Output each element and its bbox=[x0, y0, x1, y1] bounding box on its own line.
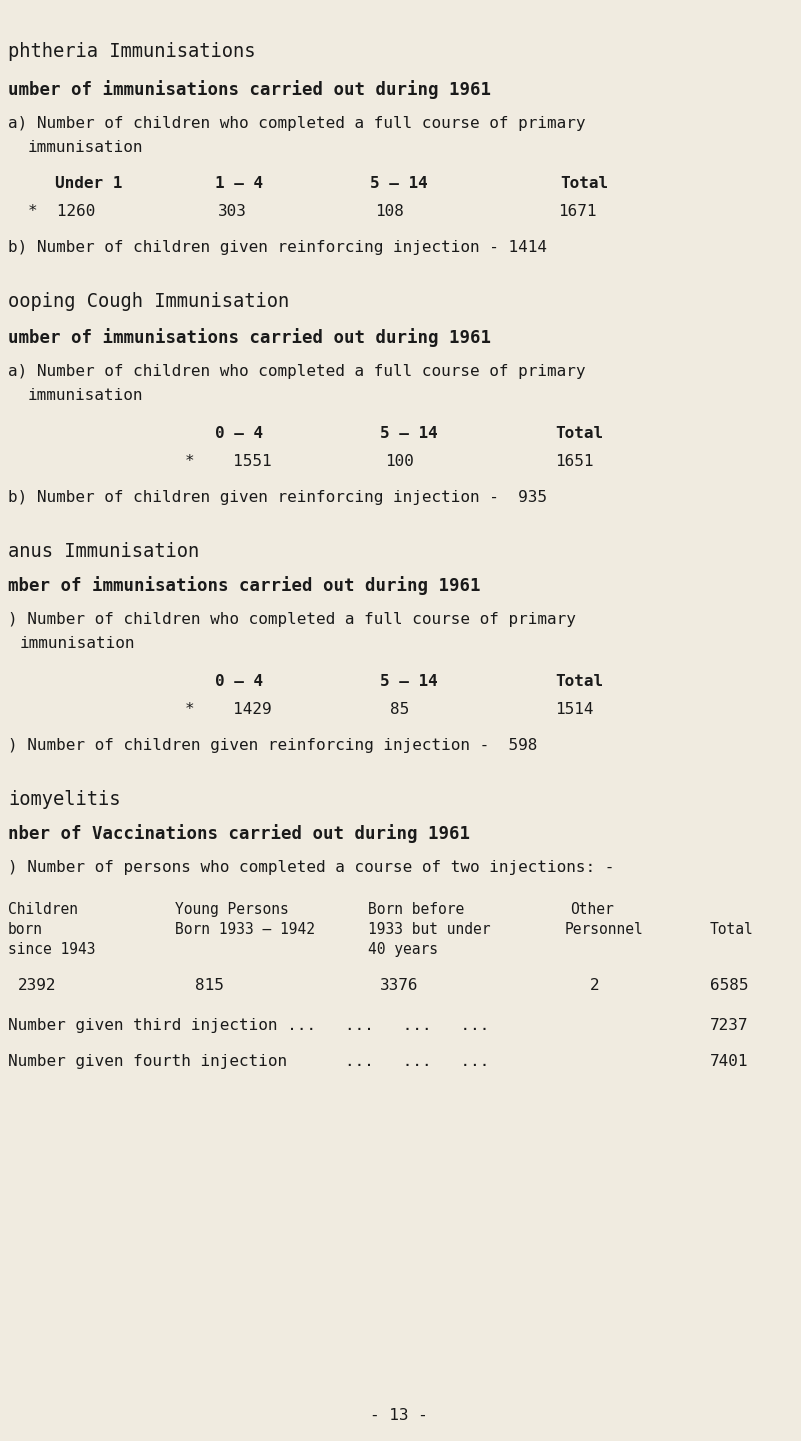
Text: *  1260: * 1260 bbox=[28, 205, 95, 219]
Text: since 1943: since 1943 bbox=[8, 942, 95, 957]
Text: born: born bbox=[8, 922, 43, 937]
Text: b) Number of children given reinforcing injection - 1414: b) Number of children given reinforcing … bbox=[8, 241, 547, 255]
Text: 7237: 7237 bbox=[710, 1017, 748, 1033]
Text: Born before: Born before bbox=[368, 902, 465, 916]
Text: 0 – 4: 0 – 4 bbox=[215, 427, 263, 441]
Text: 2: 2 bbox=[590, 978, 600, 993]
Text: mber of immunisations carried out during 1961: mber of immunisations carried out during… bbox=[8, 576, 481, 595]
Text: ) Number of persons who completed a course of two injections: -: ) Number of persons who completed a cour… bbox=[8, 860, 614, 875]
Text: Number given third injection ...   ...   ...   ...: Number given third injection ... ... ...… bbox=[8, 1017, 489, 1033]
Text: iomyelitis: iomyelitis bbox=[8, 790, 120, 808]
Text: 3376: 3376 bbox=[380, 978, 418, 993]
Text: 0 – 4: 0 – 4 bbox=[215, 674, 263, 689]
Text: *    1551: * 1551 bbox=[185, 454, 272, 468]
Text: Total: Total bbox=[560, 176, 608, 192]
Text: Children: Children bbox=[8, 902, 78, 916]
Text: 1514: 1514 bbox=[555, 702, 594, 718]
Text: phtheria Immunisations: phtheria Immunisations bbox=[8, 42, 256, 61]
Text: ) Number of children given reinforcing injection -  598: ) Number of children given reinforcing i… bbox=[8, 738, 537, 754]
Text: umber of immunisations carried out during 1961: umber of immunisations carried out durin… bbox=[8, 329, 491, 347]
Text: 6585: 6585 bbox=[710, 978, 748, 993]
Text: nber of Vaccinations carried out during 1961: nber of Vaccinations carried out during … bbox=[8, 824, 470, 843]
Text: Young Persons: Young Persons bbox=[175, 902, 288, 916]
Text: 815: 815 bbox=[195, 978, 223, 993]
Text: 1933 but under: 1933 but under bbox=[368, 922, 490, 937]
Text: anus Immunisation: anus Immunisation bbox=[8, 542, 199, 561]
Text: *    1429: * 1429 bbox=[185, 702, 272, 718]
Text: 7401: 7401 bbox=[710, 1053, 748, 1069]
Text: Total: Total bbox=[555, 674, 603, 689]
Text: Personnel: Personnel bbox=[565, 922, 644, 937]
Text: immunisation: immunisation bbox=[28, 388, 143, 403]
Text: Under 1: Under 1 bbox=[55, 176, 123, 192]
Text: - 13 -: - 13 - bbox=[370, 1408, 428, 1424]
Text: 100: 100 bbox=[385, 454, 414, 468]
Text: 1671: 1671 bbox=[558, 205, 597, 219]
Text: 85: 85 bbox=[390, 702, 409, 718]
Text: Other: Other bbox=[570, 902, 614, 916]
Text: ooping Cough Immunisation: ooping Cough Immunisation bbox=[8, 293, 289, 311]
Text: 2392: 2392 bbox=[18, 978, 57, 993]
Text: 5 – 14: 5 – 14 bbox=[370, 176, 428, 192]
Text: immunisation: immunisation bbox=[20, 635, 135, 651]
Text: 40 years: 40 years bbox=[368, 942, 438, 957]
Text: a) Number of children who completed a full course of primary: a) Number of children who completed a fu… bbox=[8, 365, 586, 379]
Text: a) Number of children who completed a full course of primary: a) Number of children who completed a fu… bbox=[8, 115, 586, 131]
Text: 5 – 14: 5 – 14 bbox=[380, 674, 438, 689]
Text: 108: 108 bbox=[375, 205, 404, 219]
Text: 1 – 4: 1 – 4 bbox=[215, 176, 263, 192]
Text: 5 – 14: 5 – 14 bbox=[380, 427, 438, 441]
Text: Total: Total bbox=[710, 922, 754, 937]
Text: 303: 303 bbox=[218, 205, 247, 219]
Text: 1651: 1651 bbox=[555, 454, 594, 468]
Text: b) Number of children given reinforcing injection -  935: b) Number of children given reinforcing … bbox=[8, 490, 547, 504]
Text: Total: Total bbox=[555, 427, 603, 441]
Text: Born 1933 – 1942: Born 1933 – 1942 bbox=[175, 922, 315, 937]
Text: umber of immunisations carried out during 1961: umber of immunisations carried out durin… bbox=[8, 81, 491, 99]
Text: Number given fourth injection      ...   ...   ...: Number given fourth injection ... ... ..… bbox=[8, 1053, 489, 1069]
Text: immunisation: immunisation bbox=[28, 140, 143, 156]
Text: ) Number of children who completed a full course of primary: ) Number of children who completed a ful… bbox=[8, 612, 576, 627]
